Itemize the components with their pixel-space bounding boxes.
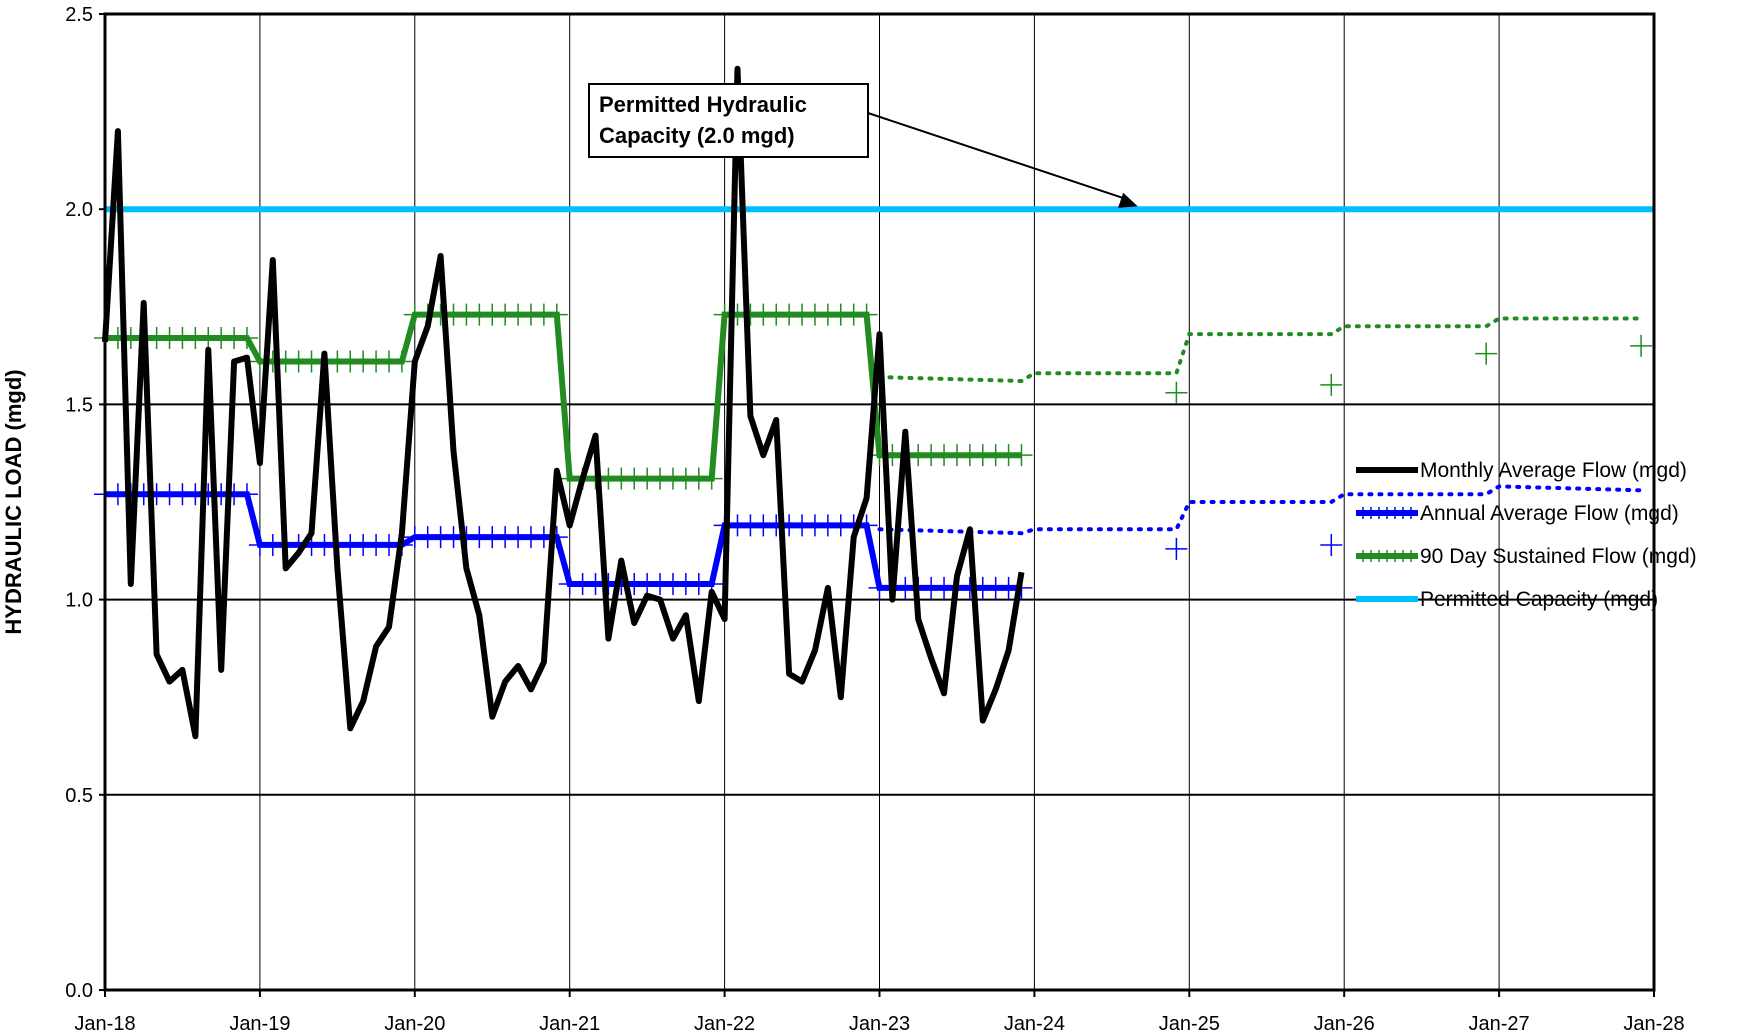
sustained-90day-marker <box>1010 444 1033 467</box>
x-tick-label: Jan-26 <box>1314 1013 1375 1035</box>
sustained-90day-projection-marker <box>1475 342 1498 365</box>
sustained-90day-projection-marker <box>1630 334 1653 357</box>
series-0 <box>102 65 1025 740</box>
legend-item-0: Monthly Average Flow (mgd) <box>1356 459 1687 482</box>
y-tick-label: 1.0 <box>65 590 93 612</box>
callout-arrowhead <box>1118 192 1138 208</box>
y-tick-label: 0.0 <box>65 980 93 1002</box>
annual-average-markers <box>94 483 1343 599</box>
callout-box <box>588 83 869 158</box>
x-tick-label: Jan-19 <box>229 1013 290 1035</box>
x-tick-label: Jan-27 <box>1469 1013 1530 1035</box>
legend-marker <box>1405 507 1417 519</box>
annual-average-line <box>105 491 1022 591</box>
x-tick-label: Jan-22 <box>694 1013 755 1035</box>
sustained-90day-marker <box>700 467 723 490</box>
sustained-90day-line <box>105 311 1022 482</box>
capacity-callout: Permitted Hydraulic Capacity (2.0 mgd) <box>588 83 1138 208</box>
sustained-90day-projection-marker <box>1165 381 1188 404</box>
y-tick-label: 0.5 <box>65 785 93 807</box>
monthly-flow-line <box>102 65 1025 740</box>
legend-label: 90 Day Sustained Flow (mgd) <box>1420 545 1697 568</box>
legend-marker <box>1405 550 1417 562</box>
x-tick-label: Jan-20 <box>384 1013 445 1035</box>
callout-line-1: Permitted Hydraulic <box>599 92 807 117</box>
x-tick-label: Jan-25 <box>1159 1013 1220 1035</box>
y-axis-title: HYDRAULIC LOAD (mgd) <box>1 369 26 634</box>
sustained-90day-marker <box>855 303 878 326</box>
series-layer <box>94 65 1654 740</box>
legend-label: Annual Average Flow (mgd) <box>1420 502 1679 525</box>
x-axis-ticks: Jan-18 Jan-19 Jan-20 Jan-21 Jan-22 Jan-23 Jan-… <box>74 990 1685 1035</box>
x-tick-label: Jan-23 <box>849 1013 910 1035</box>
sustained-90day-marker <box>235 327 258 350</box>
sustained-90day-marker <box>545 303 568 326</box>
x-tick-label: Jan-21 <box>539 1013 600 1035</box>
legend-item-2: 90 Day Sustained Flow (mgd) <box>1356 545 1697 568</box>
callout-line-2: Capacity (2.0 mgd) <box>599 123 795 148</box>
series-1 <box>94 483 1644 599</box>
y-axis-ticks: 0.0 0.5 1.0 1.5 2.0 2.5 <box>65 4 105 1002</box>
x-tick-label: Jan-28 <box>1623 1013 1684 1035</box>
y-tick-label: 1.5 <box>65 394 93 416</box>
annual-average-marker <box>235 483 258 506</box>
sustained-90day-projection-marker <box>1320 373 1343 396</box>
annual-average-projection-marker <box>1320 533 1343 556</box>
sustained-90day-projection-line <box>877 316 1644 384</box>
legend-label: Permitted Capacity (mgd) <box>1420 588 1658 611</box>
callout-arrow <box>867 112 1130 202</box>
y-tick-label: 2.0 <box>65 199 93 221</box>
annual-average-projection-line <box>877 484 1644 536</box>
x-tick-label: Jan-24 <box>1004 1013 1065 1035</box>
y-tick-label: 2.5 <box>65 4 93 26</box>
x-tick-label: Jan-18 <box>74 1013 135 1035</box>
sustained-90day-marker <box>390 350 413 373</box>
legend: Monthly Average Flow (mgd) Annual Average… <box>1356 459 1697 611</box>
legend-item-3: Permitted Capacity (mgd) <box>1356 588 1658 611</box>
annual-average-projection-marker <box>1165 537 1188 560</box>
legend-label: Monthly Average Flow (mgd) <box>1420 459 1687 482</box>
legend-item-1: Annual Average Flow (mgd) <box>1356 502 1679 525</box>
